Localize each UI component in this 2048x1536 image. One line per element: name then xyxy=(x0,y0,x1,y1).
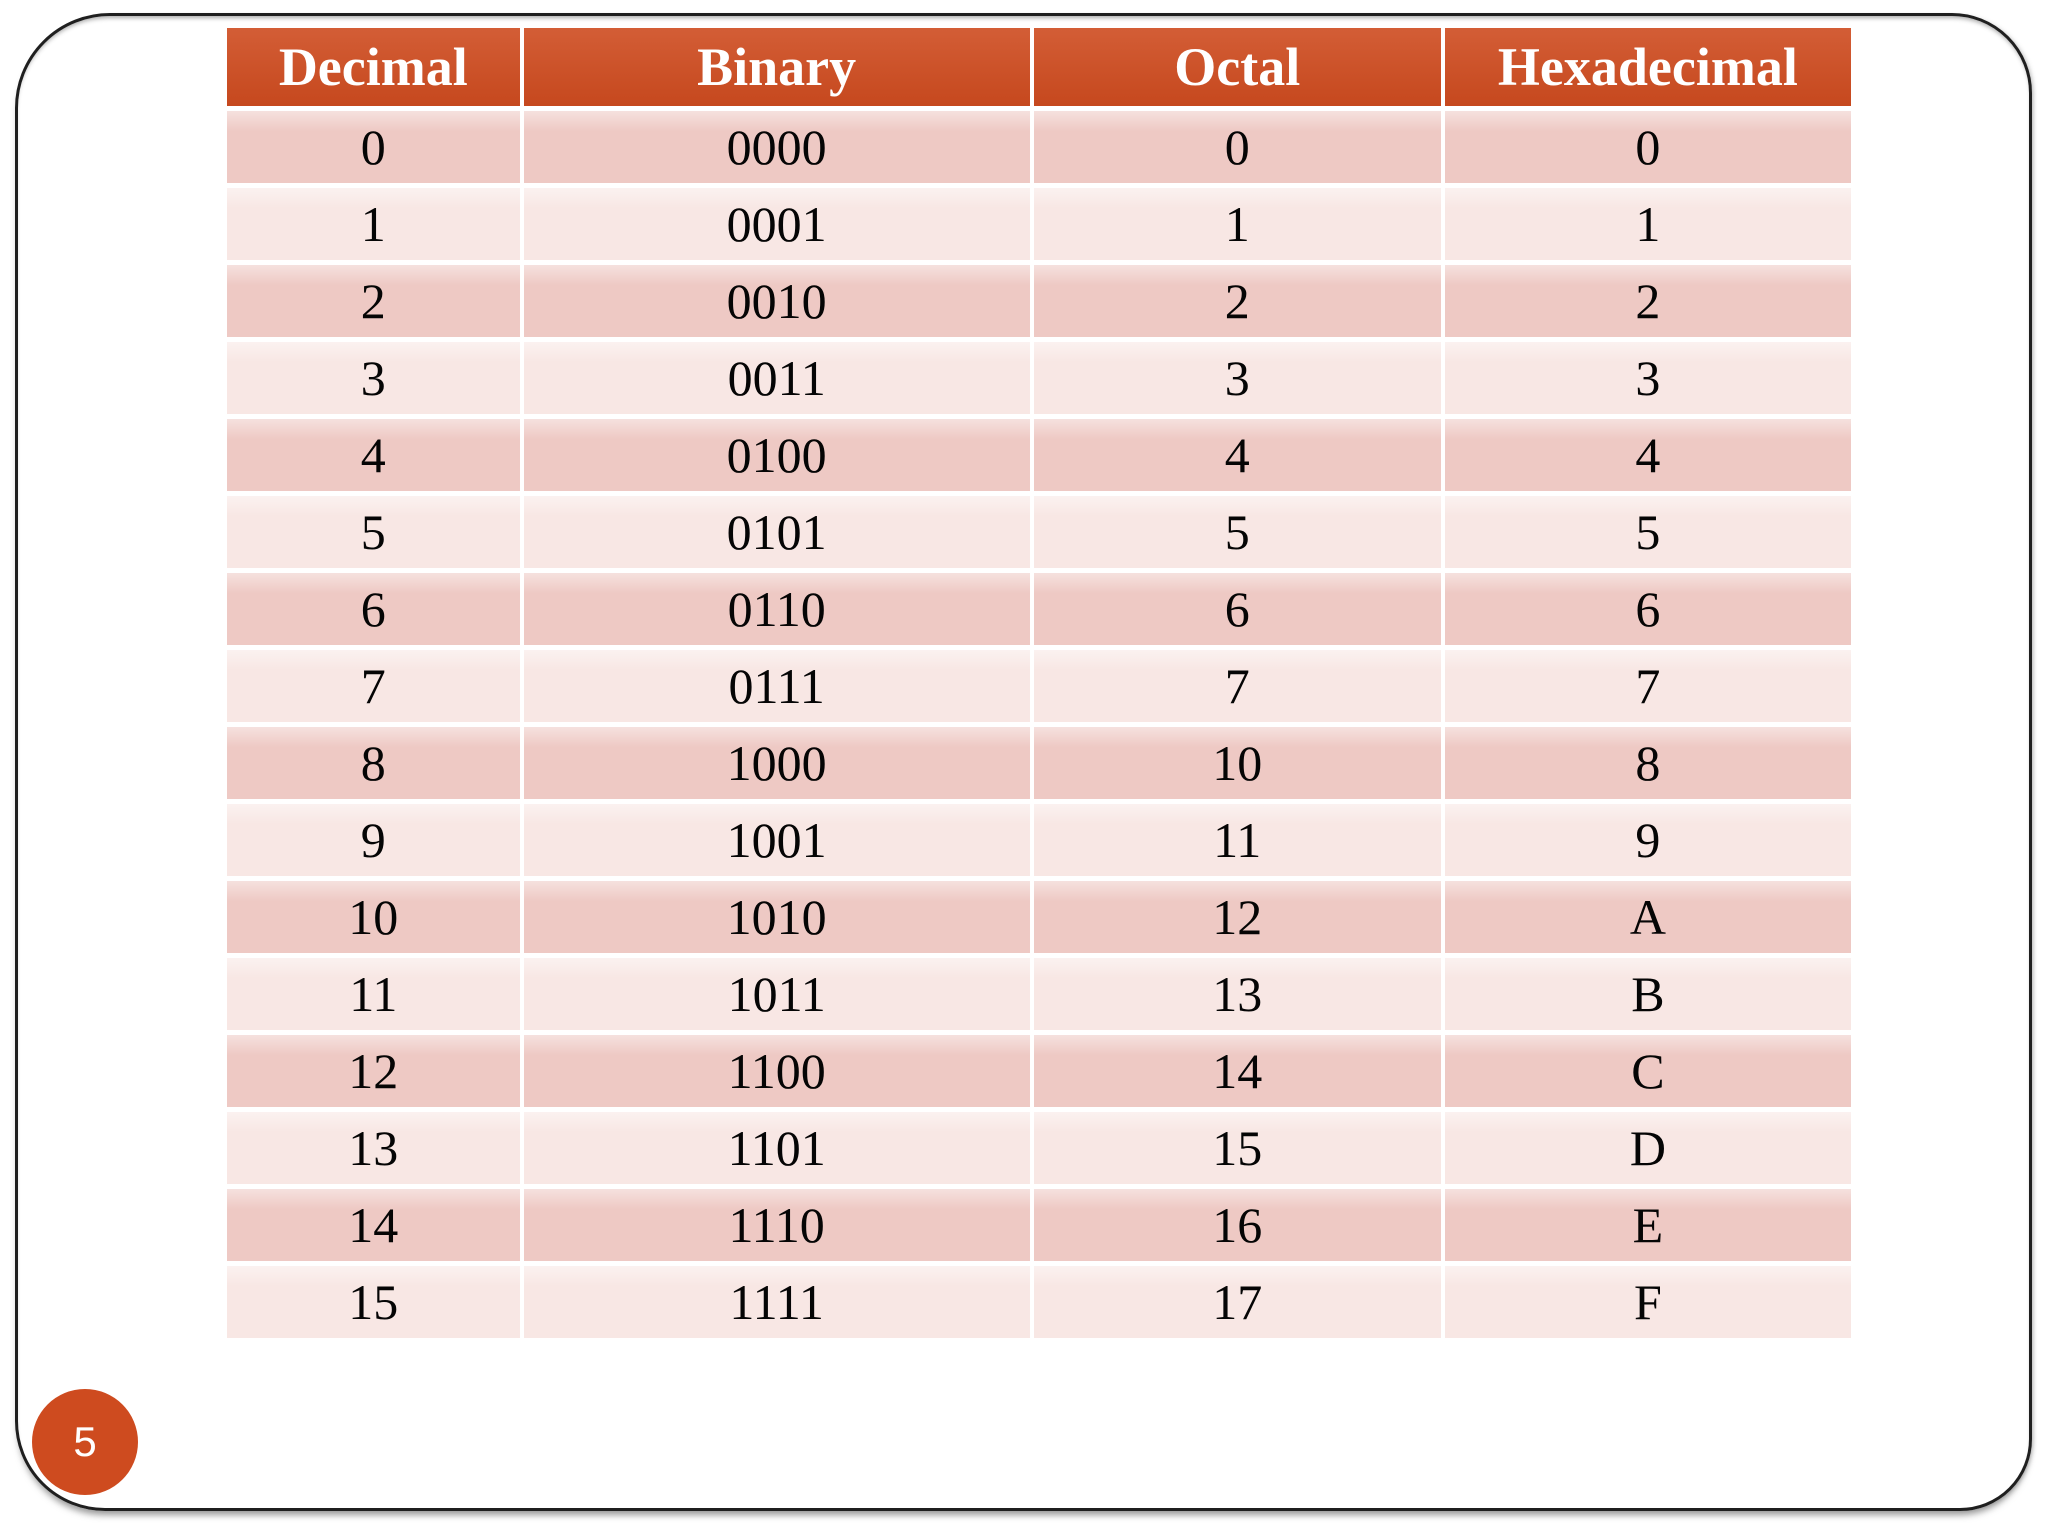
cell-decimal: 14 xyxy=(227,1189,520,1261)
cell-binary: 0000 xyxy=(523,111,1030,183)
table-row: 11 1011 13 B xyxy=(227,958,1851,1030)
column-header-octal: Octal xyxy=(1033,28,1441,106)
cell-octal: 16 xyxy=(1033,1189,1441,1261)
cell-hexadecimal: 9 xyxy=(1444,804,1851,876)
table-row: 2 0010 2 2 xyxy=(227,265,1851,337)
cell-octal: 3 xyxy=(1033,342,1441,414)
table-row: 1 0001 1 1 xyxy=(227,188,1851,260)
page-number-badge: 5 xyxy=(32,1389,138,1495)
cell-decimal: 5 xyxy=(227,496,520,568)
cell-decimal: 13 xyxy=(227,1112,520,1184)
cell-octal: 17 xyxy=(1033,1266,1441,1338)
table-row: 8 1000 10 8 xyxy=(227,727,1851,799)
cell-decimal: 4 xyxy=(227,419,520,491)
table-row: 6 0110 6 6 xyxy=(227,573,1851,645)
cell-binary: 1101 xyxy=(523,1112,1030,1184)
cell-octal: 5 xyxy=(1033,496,1441,568)
cell-octal: 15 xyxy=(1033,1112,1441,1184)
cell-decimal: 9 xyxy=(227,804,520,876)
table-row: 7 0111 7 7 xyxy=(227,650,1851,722)
conversion-table: Decimal Binary Octal Hexadecimal 0 0000 0 0 1 00… xyxy=(223,23,1855,1343)
slide-frame xyxy=(15,13,2032,1511)
cell-octal: 7 xyxy=(1033,650,1441,722)
cell-binary: 1011 xyxy=(523,958,1030,1030)
cell-decimal: 2 xyxy=(227,265,520,337)
cell-hexadecimal: 4 xyxy=(1444,419,1851,491)
table-row: 0 0000 0 0 xyxy=(227,111,1851,183)
column-header-decimal: Decimal xyxy=(227,28,520,106)
cell-binary: 0001 xyxy=(523,188,1030,260)
cell-decimal: 7 xyxy=(227,650,520,722)
cell-hexadecimal: 5 xyxy=(1444,496,1851,568)
cell-hexadecimal: B xyxy=(1444,958,1851,1030)
cell-binary: 1100 xyxy=(523,1035,1030,1107)
cell-hexadecimal: 0 xyxy=(1444,111,1851,183)
cell-octal: 2 xyxy=(1033,265,1441,337)
cell-binary: 1001 xyxy=(523,804,1030,876)
cell-hexadecimal: D xyxy=(1444,1112,1851,1184)
cell-decimal: 15 xyxy=(227,1266,520,1338)
cell-hexadecimal: 2 xyxy=(1444,265,1851,337)
column-header-binary: Binary xyxy=(523,28,1030,106)
cell-octal: 14 xyxy=(1033,1035,1441,1107)
cell-decimal: 10 xyxy=(227,881,520,953)
cell-hexadecimal: 1 xyxy=(1444,188,1851,260)
cell-binary: 0011 xyxy=(523,342,1030,414)
cell-octal: 13 xyxy=(1033,958,1441,1030)
cell-binary: 1010 xyxy=(523,881,1030,953)
cell-decimal: 6 xyxy=(227,573,520,645)
cell-octal: 1 xyxy=(1033,188,1441,260)
table-row: 5 0101 5 5 xyxy=(227,496,1851,568)
table-row: 9 1001 11 9 xyxy=(227,804,1851,876)
cell-octal: 6 xyxy=(1033,573,1441,645)
table-row: 15 1111 17 F xyxy=(227,1266,1851,1338)
cell-octal: 0 xyxy=(1033,111,1441,183)
cell-hexadecimal: E xyxy=(1444,1189,1851,1261)
cell-hexadecimal: 8 xyxy=(1444,727,1851,799)
cell-octal: 10 xyxy=(1033,727,1441,799)
table-row: 14 1110 16 E xyxy=(227,1189,1851,1261)
cell-decimal: 12 xyxy=(227,1035,520,1107)
table-body: 0 0000 0 0 1 0001 1 1 2 0010 2 2 3 0011 3 3 4 0100 4 4 5 0101… xyxy=(227,111,1851,1338)
table-row: 12 1100 14 C xyxy=(227,1035,1851,1107)
page-number-label: 5 xyxy=(73,1418,97,1465)
cell-binary: 1000 xyxy=(523,727,1030,799)
column-header-hexadecimal: Hexadecimal xyxy=(1444,28,1851,106)
cell-decimal: 3 xyxy=(227,342,520,414)
cell-decimal: 0 xyxy=(227,111,520,183)
cell-binary: 1111 xyxy=(523,1266,1030,1338)
cell-octal: 4 xyxy=(1033,419,1441,491)
table-header-row: Decimal Binary Octal Hexadecimal xyxy=(227,28,1851,106)
cell-hexadecimal: 7 xyxy=(1444,650,1851,722)
cell-hexadecimal: 6 xyxy=(1444,573,1851,645)
cell-hexadecimal: 3 xyxy=(1444,342,1851,414)
cell-octal: 12 xyxy=(1033,881,1441,953)
cell-binary: 0010 xyxy=(523,265,1030,337)
cell-binary: 0101 xyxy=(523,496,1030,568)
table-row: 4 0100 4 4 xyxy=(227,419,1851,491)
cell-binary: 0111 xyxy=(523,650,1030,722)
table-row: 3 0011 3 3 xyxy=(227,342,1851,414)
cell-decimal: 1 xyxy=(227,188,520,260)
cell-octal: 11 xyxy=(1033,804,1441,876)
cell-binary: 0100 xyxy=(523,419,1030,491)
cell-decimal: 11 xyxy=(227,958,520,1030)
cell-hexadecimal: C xyxy=(1444,1035,1851,1107)
table-row: 13 1101 15 D xyxy=(227,1112,1851,1184)
cell-decimal: 8 xyxy=(227,727,520,799)
cell-hexadecimal: A xyxy=(1444,881,1851,953)
cell-binary: 0110 xyxy=(523,573,1030,645)
cell-binary: 1110 xyxy=(523,1189,1030,1261)
cell-hexadecimal: F xyxy=(1444,1266,1851,1338)
